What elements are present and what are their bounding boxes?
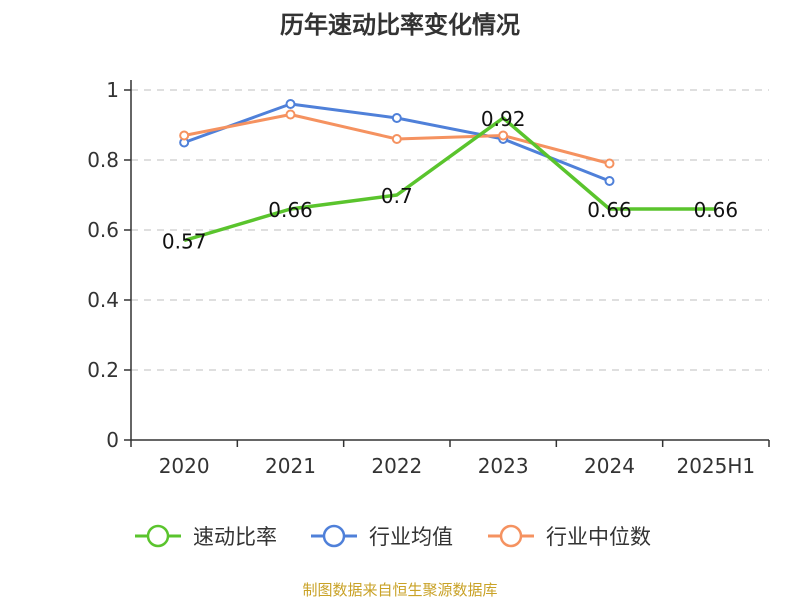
legend-label: 行业均值: [369, 525, 453, 549]
data-labels: 0.57 0.66 0.7 0.92 0.66 0.66: [162, 107, 738, 254]
data-label: 0.92: [481, 107, 526, 131]
legend-item: 行业中位数: [488, 524, 651, 549]
series-point: [604, 176, 615, 186]
series-point: [391, 113, 402, 123]
series-line: [183, 116, 716, 243]
series-point: [285, 109, 296, 120]
chart-title: 历年速动比率变化情况: [280, 11, 520, 39]
x-tick-label: 2023: [478, 454, 529, 478]
data-label: 0.66: [694, 198, 739, 222]
legend-item: 行业均值: [311, 524, 453, 549]
series-point: [604, 158, 615, 169]
x-tick-labels: 2020 2021 2022 2023 2024 2025H1: [159, 454, 755, 478]
x-tick-label: 2025H1: [676, 454, 755, 478]
series-point: [179, 130, 190, 141]
series-point: [391, 134, 402, 144]
series-point: [498, 130, 509, 141]
x-tick-label: 2022: [371, 454, 422, 478]
series-point: [285, 99, 296, 109]
y-tick-label: 0.6: [87, 218, 119, 242]
source-note: 制图数据来自恒生聚源数据库: [302, 581, 497, 599]
y-tick-label: 0.8: [87, 148, 119, 172]
legend-marker: [322, 524, 346, 548]
y-tick-labels: 0 0.2 0.4 0.6 0.8 1: [87, 78, 119, 452]
legend-marker: [146, 524, 170, 548]
series-group: [179, 99, 716, 243]
legend-label: 速动比率: [193, 525, 277, 549]
legend-marker: [499, 524, 523, 548]
data-label: 0.7: [381, 184, 413, 208]
y-tick-label: 0: [106, 428, 119, 452]
x-tick-label: 2021: [265, 454, 316, 478]
legend-item: 速动比率: [135, 524, 277, 549]
grid-lines: [131, 89, 769, 371]
legend: 速动比率 行业均值 行业中位数: [135, 524, 651, 549]
data-label: 0.66: [587, 198, 632, 222]
x-tick-label: 2020: [159, 454, 210, 478]
y-tick-label: 1: [106, 78, 119, 102]
data-label: 0.66: [268, 198, 313, 222]
legend-label: 行业中位数: [546, 525, 651, 549]
axes: [124, 80, 770, 447]
data-label: 0.57: [162, 230, 207, 254]
x-tick-label: 2024: [584, 454, 635, 478]
y-tick-label: 0.4: [87, 288, 119, 312]
y-tick-label: 0.2: [87, 358, 119, 382]
